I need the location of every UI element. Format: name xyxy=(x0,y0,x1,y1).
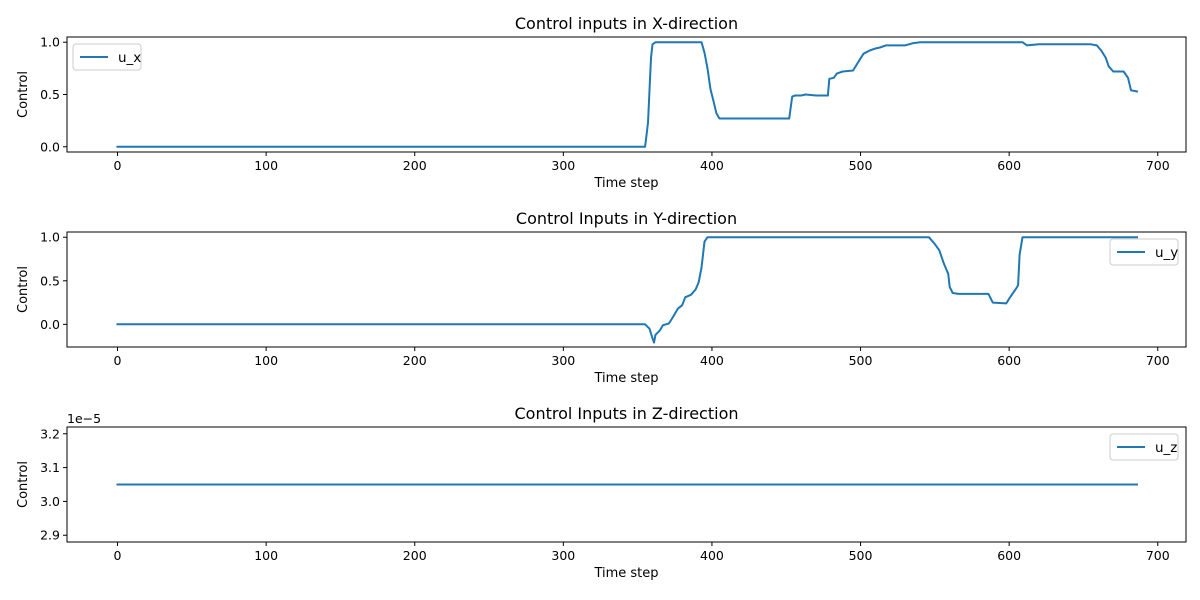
x-tick-label: 0 xyxy=(114,548,122,563)
y-tick-label: 0.5 xyxy=(40,273,60,288)
x-tick-label: 600 xyxy=(997,158,1021,173)
x-tick-label: 200 xyxy=(403,158,427,173)
legend-label: u_z xyxy=(1155,440,1177,456)
subplot-1: Control inputs in X-direction 0 100 200 300 4… xyxy=(16,14,1187,191)
y-tick-label: 3.0 xyxy=(40,494,60,509)
x-tick-label: 700 xyxy=(1146,548,1170,563)
x-tick-label: 100 xyxy=(254,353,278,368)
y-tick-label: 0.0 xyxy=(40,317,60,332)
x-axis-label: Time step xyxy=(593,566,658,581)
chart-title: Control Inputs in Z-direction xyxy=(514,404,738,423)
axes-frame xyxy=(66,231,1187,348)
legend-label: u_y xyxy=(1155,245,1178,261)
y-tick-label: 0.0 xyxy=(40,139,60,154)
x-tick-label: 0 xyxy=(114,353,122,368)
axes-frame xyxy=(66,426,1187,543)
x-tick-label: 200 xyxy=(403,353,427,368)
series-line-u_y xyxy=(116,236,1138,344)
x-tick-label: 200 xyxy=(403,548,427,563)
x-tick-label: 300 xyxy=(551,353,575,368)
x-tick-label: 100 xyxy=(254,158,278,173)
x-tick-label: 300 xyxy=(551,158,575,173)
x-tick-label: 700 xyxy=(1146,158,1170,173)
x-tick-label: 500 xyxy=(849,158,873,173)
y-tick-label: 3.1 xyxy=(40,460,60,475)
y-tick-label: 2.9 xyxy=(40,528,60,543)
subplot-2: Control Inputs in Y-direction 0 100 200 300 4… xyxy=(16,209,1187,386)
y-tick-label: 0.5 xyxy=(40,87,60,102)
axes-frame xyxy=(66,36,1187,153)
x-tick-label: 500 xyxy=(849,548,873,563)
x-tick-label: 0 xyxy=(114,158,122,173)
y-axis-label: Control xyxy=(16,461,31,508)
subplot-3: Control Inputs in Z-direction 0 100 200 300 4… xyxy=(16,404,1187,581)
y-offset-text: 1e−5 xyxy=(67,411,101,426)
y-axis-label: Control xyxy=(16,71,31,118)
y-axis-label: Control xyxy=(16,266,31,313)
x-tick-label: 300 xyxy=(551,548,575,563)
x-tick-label: 600 xyxy=(997,353,1021,368)
x-tick-label: 400 xyxy=(700,158,724,173)
y-tick-label: 1.0 xyxy=(40,35,60,50)
x-tick-label: 500 xyxy=(849,353,873,368)
chart-title: Control Inputs in Y-direction xyxy=(516,209,737,228)
series-line-u_x xyxy=(116,41,1139,148)
x-tick-label: 400 xyxy=(700,548,724,563)
legend: u_y xyxy=(1109,238,1179,266)
legend-label: u_x xyxy=(118,50,141,66)
x-tick-label: 400 xyxy=(700,353,724,368)
legend: u_x xyxy=(72,43,142,71)
y-tick-label: 1.0 xyxy=(40,230,60,245)
chart-title: Control inputs in X-direction xyxy=(515,14,738,33)
x-tick-label: 600 xyxy=(997,548,1021,563)
legend: u_z xyxy=(1109,433,1179,461)
x-axis-label: Time step xyxy=(593,176,658,191)
y-tick-label: 3.2 xyxy=(40,426,60,441)
x-tick-label: 700 xyxy=(1146,353,1170,368)
x-axis-label: Time step xyxy=(593,371,658,386)
x-tick-label: 100 xyxy=(254,548,278,563)
